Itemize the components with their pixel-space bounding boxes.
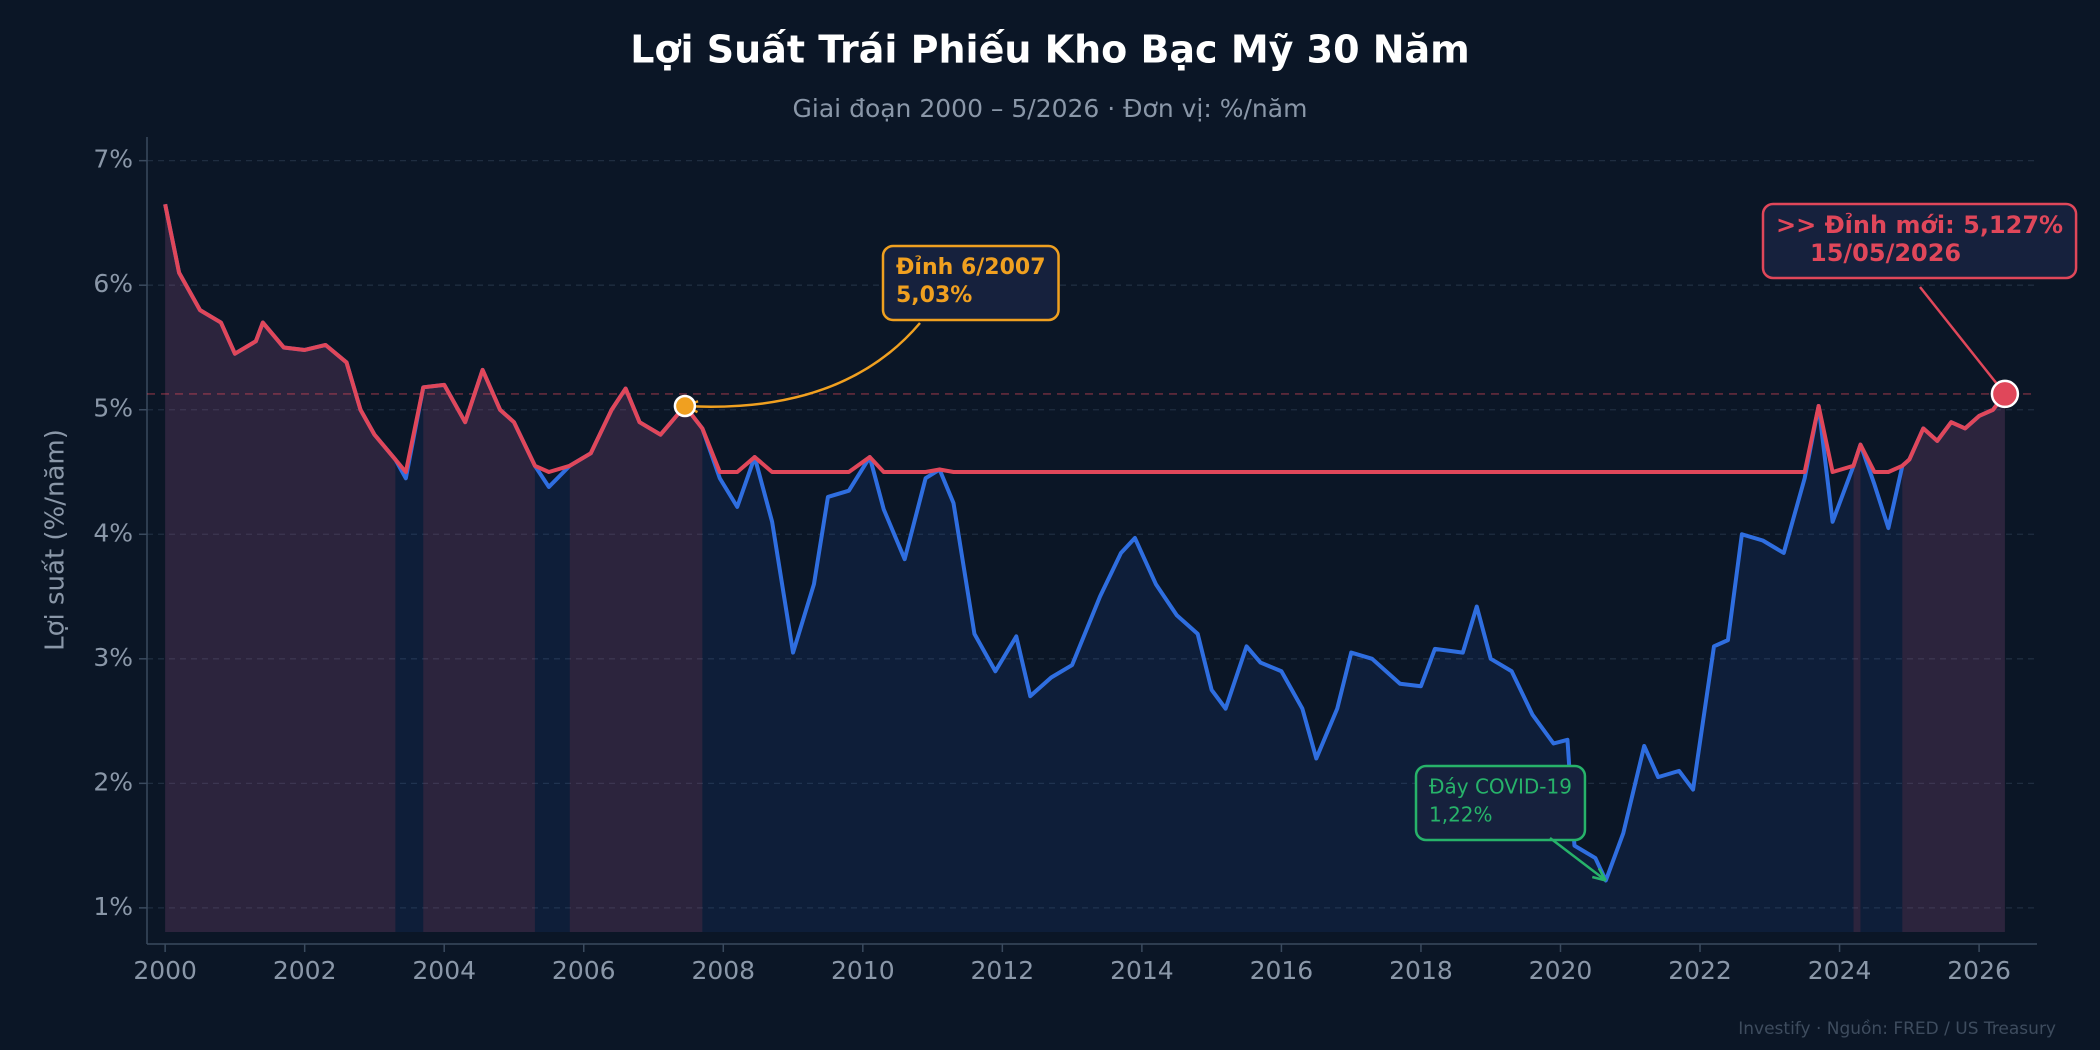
y-tick-label: 6% — [93, 269, 133, 298]
annotation-title: Đáy COVID-19 — [1429, 775, 1572, 799]
y-axis-label: Lợi suất (%/năm) — [41, 429, 71, 651]
annotation-point — [1990, 379, 2020, 409]
annotation-arrow — [1549, 837, 1607, 882]
x-tick-label: 2000 — [133, 956, 197, 985]
x-tick-label: 2010 — [831, 956, 895, 985]
footer: Investify · Nguồn: FRED / US Treasury — [1738, 1018, 2056, 1039]
annotation-label: 5,03% — [896, 283, 972, 308]
y-tick-label: 7% — [93, 145, 133, 174]
x-tick-label: 2008 — [691, 956, 755, 985]
annotation: Đỉnh 6/2007 5,03% — [881, 244, 1060, 322]
y-tick-label: 5% — [93, 394, 133, 423]
chart-subtitle: Giai đoạn 2000 – 5/2026 · Đơn vị: %/năm — [793, 94, 1308, 123]
annotation-box — [1761, 202, 2078, 280]
x-tick-label: 2004 — [412, 956, 476, 985]
y-tick-label: 3% — [93, 643, 133, 672]
x-tick-label: 2016 — [1250, 956, 1314, 985]
chart-title: Lợi Suất Trái Phiếu Kho Bạc Mỹ 30 Năm — [630, 28, 1470, 72]
annotation-label: 15/05/2026 — [1810, 239, 1961, 267]
above-band — [569, 388, 703, 932]
x-tick-label: 2002 — [273, 956, 337, 985]
annotation-arrowhead — [1591, 867, 1607, 882]
x-tick-label: 2006 — [552, 956, 616, 985]
annotation-box — [1414, 764, 1587, 842]
annotation-arrow — [1919, 286, 2006, 395]
annotation-arrow — [684, 322, 921, 408]
x-tick-label: 2012 — [971, 956, 1035, 985]
series-line — [163, 203, 2007, 475]
annotation-title: Đỉnh 6/2007 — [896, 255, 1046, 280]
x-tick-label: 2026 — [1947, 956, 2011, 985]
x-tick-label: 2014 — [1110, 956, 1174, 985]
annotation-point — [673, 394, 697, 418]
x-tick-label: 2024 — [1808, 956, 1872, 985]
annotation-label: 1,22% — [1429, 803, 1493, 827]
above-band — [423, 369, 535, 932]
above-band — [165, 204, 396, 932]
annotation-box — [881, 244, 1060, 322]
y-tick-label: 1% — [93, 892, 133, 921]
x-tick-label: 2020 — [1529, 956, 1593, 985]
annotation-title: >> Đỉnh mới: 5,127% — [1776, 211, 2063, 239]
x-tick-label: 2018 — [1389, 956, 1453, 985]
above-band — [1853, 444, 1861, 932]
annotation: >> Đỉnh mới: 5,127%15/05/2026 — [1761, 202, 2078, 280]
area — [165, 204, 2005, 932]
y-tick-label: 4% — [93, 518, 133, 547]
above-band — [1902, 393, 2005, 932]
x-tick-label: 2022 — [1668, 956, 1732, 985]
annotation: Đáy COVID-19 1,22% — [1414, 764, 1587, 842]
y-tick-label: 2% — [93, 767, 133, 796]
